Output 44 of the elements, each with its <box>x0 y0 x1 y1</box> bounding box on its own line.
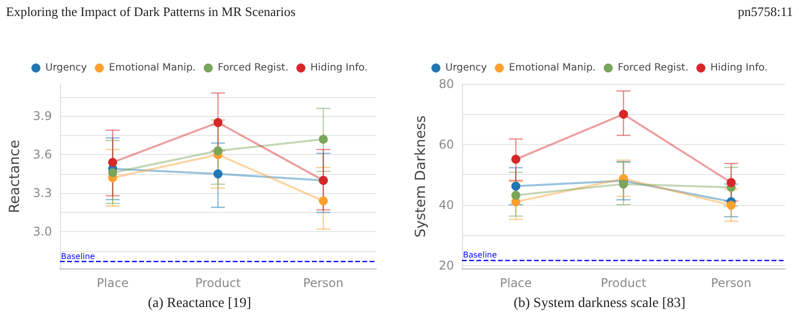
point <box>214 118 222 128</box>
legend-label: Urgency <box>45 62 87 74</box>
point <box>318 196 328 206</box>
x-tick-label: Person <box>303 276 344 290</box>
x-tick-label: Product <box>195 276 242 290</box>
legend-label: Hiding Info. <box>710 62 768 74</box>
legend-label: Forced Regist. <box>218 62 288 74</box>
point <box>108 158 118 167</box>
point <box>318 134 328 144</box>
legend-label: Emotional Manip. <box>108 62 196 74</box>
point <box>511 154 520 164</box>
point <box>214 169 222 178</box>
text: Exploring the Impact of Dark Patterns in MR Scenarios <box>6 4 296 20</box>
legend-label: Forced Regist. <box>618 62 688 74</box>
point <box>726 178 736 188</box>
y-tick-label: 40 <box>438 198 454 212</box>
y-tick-label: 3.3 <box>32 186 52 200</box>
point <box>511 182 520 191</box>
text: (b) System darkness scale [83] <box>512 296 686 312</box>
point <box>511 190 520 200</box>
ref-line-label: Baseline <box>463 250 497 260</box>
point <box>619 110 628 119</box>
x-tick-label: Product <box>600 276 647 290</box>
legend-label: Hiding Info. <box>310 62 368 74</box>
y-tick-label: 20 <box>438 258 454 272</box>
point <box>108 168 118 178</box>
y-axis-title: Reactance <box>7 140 23 214</box>
x-tick-label: Place <box>500 276 532 290</box>
point <box>214 146 222 156</box>
legend-label: Urgency <box>445 62 487 74</box>
legend-label: Emotional Manip. <box>508 62 596 74</box>
y-axis-title: System Darkness <box>412 116 429 238</box>
x-tick-label: Person <box>711 276 752 290</box>
y-tick-label: 80 <box>438 77 454 91</box>
ref-line-label: Baseline <box>60 252 95 261</box>
text: pn5758:11 <box>738 4 793 20</box>
y-tick-label: 3.0 <box>32 224 52 239</box>
x-tick-label: Place <box>96 276 129 290</box>
y-tick-label: 60 <box>438 137 454 152</box>
point <box>726 200 736 210</box>
y-tick-label: 3.6 <box>32 148 52 162</box>
text: (a) Reactance [19] <box>146 296 252 312</box>
point <box>619 180 628 189</box>
y-tick-label: 3.9 <box>32 109 52 124</box>
